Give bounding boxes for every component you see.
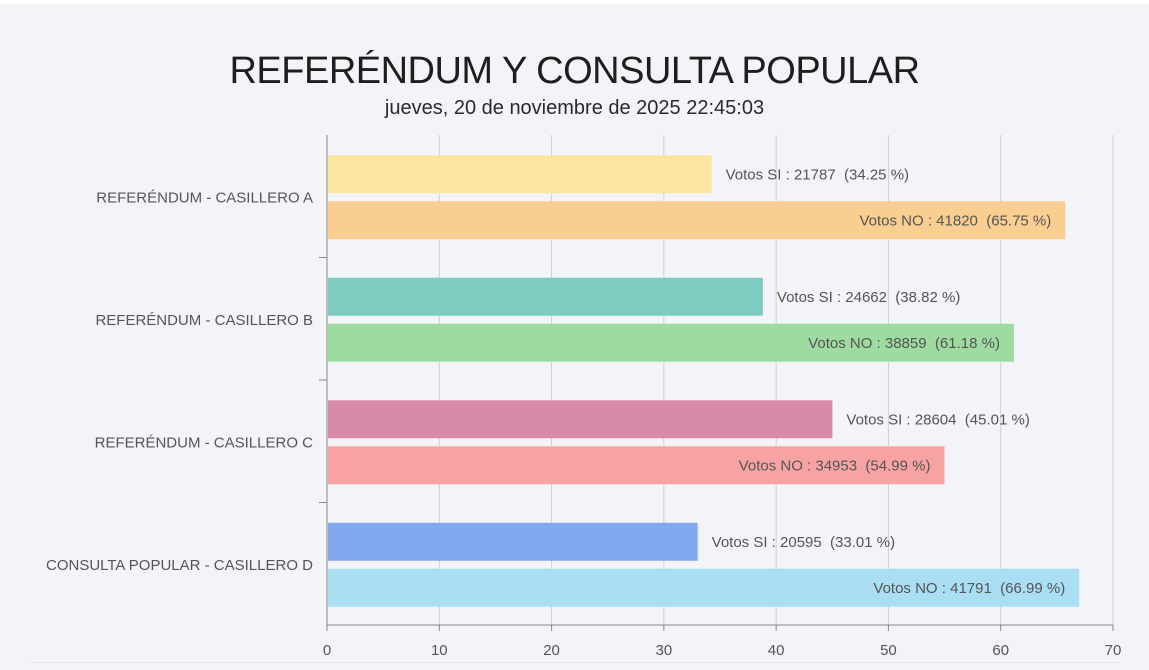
x-tick-label: 60 bbox=[992, 642, 1009, 659]
x-tick-label: 70 bbox=[1105, 642, 1122, 659]
bottom-divider bbox=[30, 662, 1120, 663]
data-label: Votos SI : 24662 (38.82 %) bbox=[777, 289, 960, 306]
x-tick-label: 0 bbox=[323, 642, 331, 659]
bar-si bbox=[328, 277, 763, 316]
category-label: CONSULTA POPULAR - CASILLERO D bbox=[46, 557, 313, 574]
bar-no bbox=[328, 446, 945, 485]
data-label: Votos NO : 41820 (65.75 %) bbox=[859, 212, 1051, 229]
bar-si bbox=[328, 155, 712, 194]
x-tick-label: 10 bbox=[431, 642, 448, 659]
category-label: REFERÉNDUM - CASILLERO A bbox=[96, 189, 313, 206]
bar-si bbox=[328, 522, 698, 561]
data-label: Votos NO : 38859 (61.18 %) bbox=[808, 335, 1000, 352]
top-strip bbox=[0, 0, 1149, 4]
category-label: REFERÉNDUM - CASILLERO C bbox=[95, 434, 314, 451]
x-tick-label: 50 bbox=[880, 642, 897, 659]
data-label: Votos NO : 41791 (66.99 %) bbox=[873, 580, 1065, 597]
category-label: REFERÉNDUM - CASILLERO B bbox=[95, 312, 313, 329]
data-label: Votos NO : 34953 (54.99 %) bbox=[739, 457, 931, 474]
x-tick-label: 30 bbox=[656, 642, 673, 659]
data-label: Votos SI : 20595 (33.01 %) bbox=[712, 534, 895, 551]
bar-no bbox=[328, 201, 1066, 240]
data-label: Votos SI : 28604 (45.01 %) bbox=[846, 411, 1029, 428]
chart-subtitle: jueves, 20 de noviembre de 2025 22:45:03 bbox=[384, 97, 765, 119]
bar-no bbox=[328, 323, 1014, 362]
bar-si bbox=[328, 400, 833, 439]
bar-no bbox=[328, 568, 1080, 607]
x-tick-label: 20 bbox=[543, 642, 560, 659]
x-tick-label: 40 bbox=[768, 642, 785, 659]
chart-title: REFERÉNDUM Y CONSULTA POPULAR bbox=[229, 50, 920, 92]
data-label: Votos SI : 21787 (34.25 %) bbox=[726, 166, 909, 183]
